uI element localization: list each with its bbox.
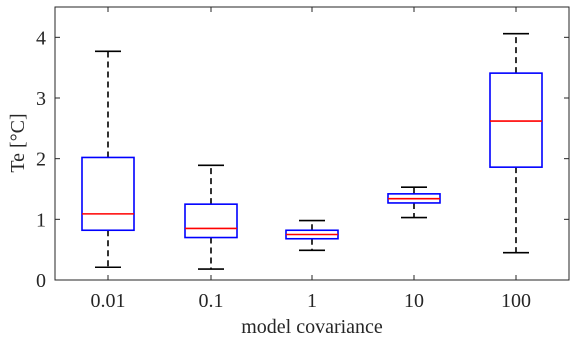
iqr-box (81, 156, 135, 232)
y-tick-label: 4 (36, 27, 46, 49)
y-axis-label: Te [°C] (7, 113, 29, 172)
iqr-box (489, 72, 543, 168)
iqr-box (184, 203, 238, 239)
y-axis: 0 1 2 3 4 (36, 27, 569, 292)
y-tick-label: 2 (36, 149, 46, 171)
x-tick-label: 0.01 (91, 290, 126, 312)
box-0.01 (81, 50, 135, 269)
y-tick-label: 0 (36, 270, 46, 292)
box-0.1 (184, 164, 238, 270)
box-10 (387, 186, 441, 219)
x-tick-label: 100 (501, 290, 531, 312)
x-axis: 0.01 0.1 1 10 100 (91, 7, 531, 312)
box-1 (285, 219, 339, 252)
x-tick-label: 1 (307, 290, 317, 312)
x-axis-label: model covariance (241, 316, 383, 338)
y-tick-label: 1 (36, 209, 46, 231)
x-tick-label: 10 (404, 290, 424, 312)
box-100 (489, 32, 543, 254)
x-tick-label: 0.1 (199, 290, 224, 312)
y-tick-label: 3 (36, 88, 46, 110)
boxes-group (81, 32, 543, 270)
